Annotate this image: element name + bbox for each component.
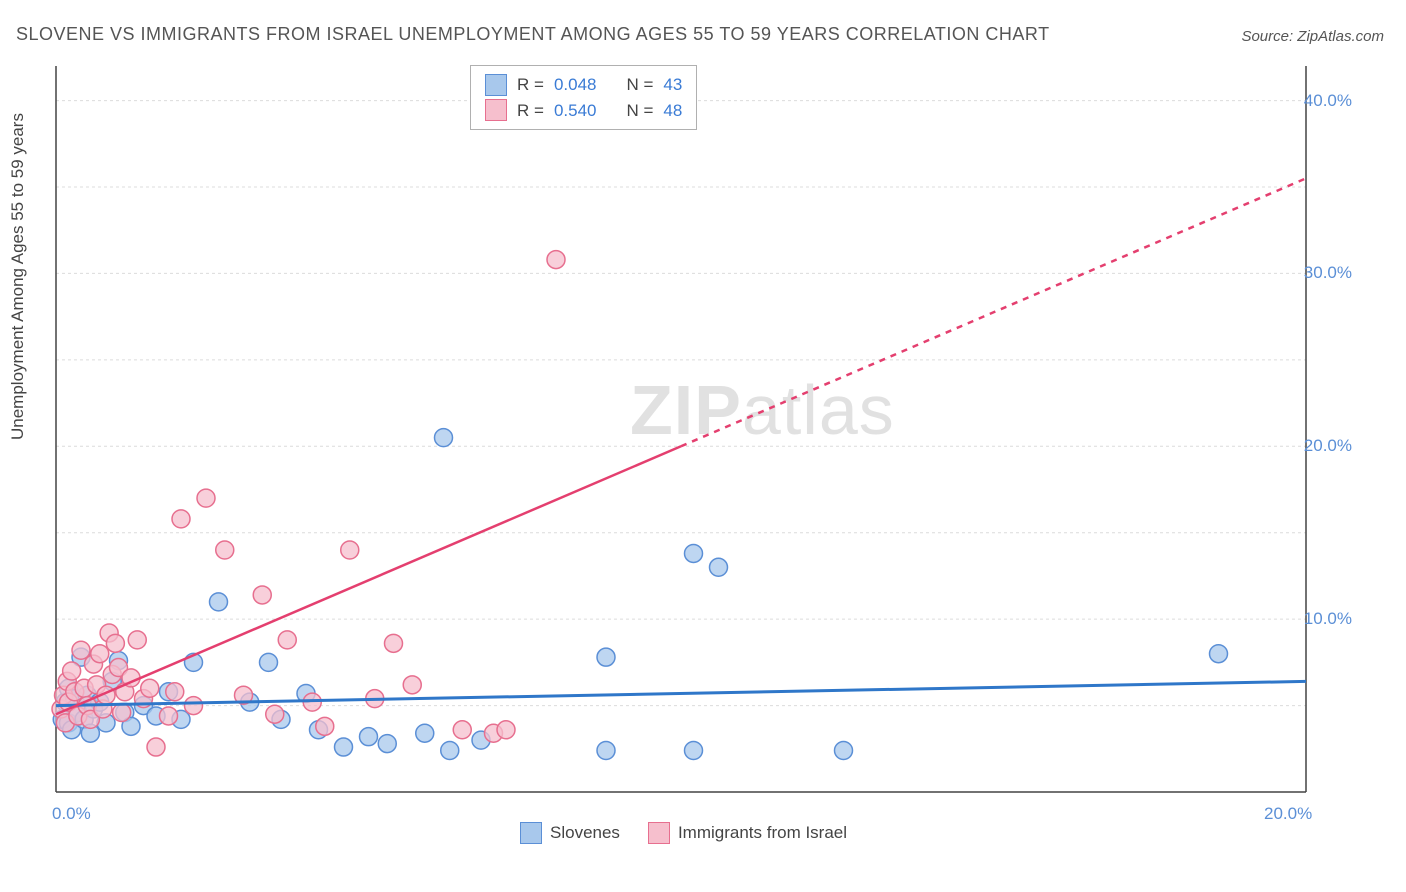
data-point: [128, 631, 146, 649]
legend-label: Slovenes: [550, 823, 620, 843]
y-tick-label: 30.0%: [1304, 263, 1352, 283]
n-value: 48: [663, 98, 682, 124]
legend-item: Slovenes: [520, 822, 620, 844]
chart-container: SLOVENE VS IMMIGRANTS FROM ISRAEL UNEMPL…: [0, 0, 1406, 892]
data-point: [597, 648, 615, 666]
data-point: [360, 728, 378, 746]
y-tick-label: 40.0%: [1304, 91, 1352, 111]
data-point: [453, 721, 471, 739]
data-point: [378, 735, 396, 753]
data-point: [266, 705, 284, 723]
data-point: [106, 634, 124, 652]
data-point: [403, 676, 421, 694]
data-point: [113, 703, 131, 721]
legend-swatch: [520, 822, 542, 844]
legend-row: R = 0.540 N = 48: [485, 98, 682, 124]
data-point: [341, 541, 359, 559]
data-point: [91, 645, 109, 663]
y-tick-label: 10.0%: [1304, 609, 1352, 629]
n-label: N =: [626, 72, 653, 98]
data-point: [497, 721, 515, 739]
series-legend: Slovenes Immigrants from Israel: [520, 822, 847, 844]
data-point: [597, 742, 615, 760]
y-tick-label: 20.0%: [1304, 436, 1352, 456]
scatter-plot: [50, 62, 1356, 822]
n-label: N =: [626, 98, 653, 124]
data-point: [216, 541, 234, 559]
legend-label: Immigrants from Israel: [678, 823, 847, 843]
data-point: [335, 738, 353, 756]
data-point: [710, 558, 728, 576]
r-label: R =: [517, 72, 544, 98]
data-point: [435, 429, 453, 447]
data-point: [385, 634, 403, 652]
y-axis-label: Unemployment Among Ages 55 to 59 years: [8, 113, 28, 440]
data-point: [147, 738, 165, 756]
data-point: [210, 593, 228, 611]
data-point: [141, 679, 159, 697]
r-label: R =: [517, 98, 544, 124]
data-point: [685, 544, 703, 562]
legend-row: R = 0.048 N = 43: [485, 72, 682, 98]
data-point: [685, 742, 703, 760]
r-value: 0.540: [554, 98, 597, 124]
data-point: [253, 586, 271, 604]
n-value: 43: [663, 72, 682, 98]
data-point: [63, 662, 81, 680]
regression-line-dashed: [681, 178, 1306, 446]
legend-swatch: [648, 822, 670, 844]
data-point: [547, 251, 565, 269]
data-point: [166, 683, 184, 701]
legend-swatch: [485, 99, 507, 121]
x-tick-label: 20.0%: [1264, 804, 1312, 824]
data-point: [1210, 645, 1228, 663]
chart-title: SLOVENE VS IMMIGRANTS FROM ISRAEL UNEMPL…: [16, 24, 1050, 45]
source-label: Source: ZipAtlas.com: [1241, 28, 1384, 45]
data-point: [260, 653, 278, 671]
r-value: 0.048: [554, 72, 597, 98]
legend-swatch: [485, 74, 507, 96]
data-point: [278, 631, 296, 649]
data-point: [441, 742, 459, 760]
data-point: [197, 489, 215, 507]
x-tick-label: 0.0%: [52, 804, 91, 824]
correlation-legend: R = 0.048 N = 43 R = 0.540 N = 48: [470, 65, 697, 130]
regression-line: [56, 446, 681, 714]
data-point: [316, 717, 334, 735]
data-point: [160, 707, 178, 725]
legend-item: Immigrants from Israel: [648, 822, 847, 844]
data-point: [185, 697, 203, 715]
data-point: [72, 641, 90, 659]
data-point: [172, 510, 190, 528]
data-point: [416, 724, 434, 742]
data-point: [835, 742, 853, 760]
